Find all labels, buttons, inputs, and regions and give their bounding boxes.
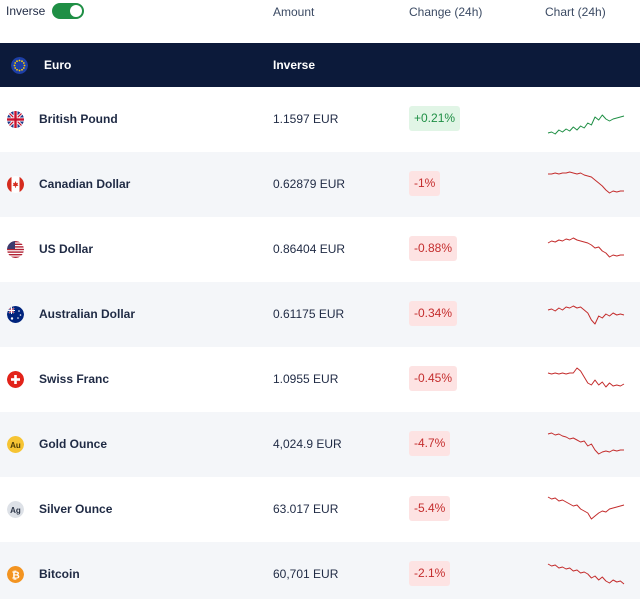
bitcoin-icon: ₿ <box>7 566 24 583</box>
change-badge: -1% <box>409 171 441 196</box>
sparkline-chart <box>546 99 626 139</box>
currency-name[interactable]: US Dollar <box>39 242 94 256</box>
base-currency-name[interactable]: Euro <box>44 58 72 72</box>
change-badge: -0.45% <box>409 366 458 391</box>
currency-row[interactable]: Ag Silver Ounce 63.017 EUR -5.4% <box>0 477 640 542</box>
currency-amount: 4,024.9 EUR <box>273 437 342 451</box>
currency-row[interactable]: ₿ Bitcoin 60,701 EUR -2.1% <box>0 542 640 599</box>
currency-list: British Pound 1.1597 EUR +0.21% Canadian Do… <box>0 87 640 599</box>
currency-name[interactable]: Swiss Franc <box>39 372 110 386</box>
currency-amount: 0.86404 EUR <box>273 242 346 256</box>
change-badge: -0.88% <box>409 236 458 261</box>
column-header-amount[interactable]: Amount <box>273 5 315 19</box>
currency-name[interactable]: Silver Ounce <box>39 502 113 516</box>
change-badge: +0.21% <box>409 106 461 131</box>
currency-row[interactable]: US Dollar 0.86404 EUR -0.88% <box>0 217 640 282</box>
currency-name[interactable]: Bitcoin <box>39 567 80 581</box>
sparkline-chart <box>546 359 626 399</box>
currency-name[interactable]: Gold Ounce <box>39 437 108 451</box>
australia-flag-icon <box>7 306 24 323</box>
currency-row[interactable]: British Pound 1.1597 EUR +0.21% <box>0 87 640 152</box>
currency-row[interactable]: Au Gold Ounce 4,024.9 EUR -4.7% <box>0 412 640 477</box>
currency-amount: 1.0955 EUR <box>273 372 339 386</box>
sparkline-line <box>547 496 625 520</box>
sparkline-chart <box>546 164 626 204</box>
sparkline-line <box>547 432 624 455</box>
sparkline-line <box>547 367 625 388</box>
currency-amount: 0.62879 EUR <box>273 177 346 191</box>
base-currency-row: Euro Inverse <box>0 43 640 87</box>
canada-flag-icon <box>7 176 24 193</box>
sparkline-line <box>547 237 624 258</box>
toggle-knob <box>70 5 83 17</box>
change-badge: -4.7% <box>409 431 451 456</box>
currency-name[interactable]: Canadian Dollar <box>39 177 131 191</box>
currency-amount: 1.1597 EUR <box>273 112 339 126</box>
uk-flag-icon <box>7 111 24 128</box>
base-inverse-label: Inverse <box>273 58 316 72</box>
sparkline-chart <box>546 294 626 334</box>
change-badge: -5.4% <box>409 496 451 521</box>
table-header-bar: Inverse Amount Change (24h) Chart (24h) <box>0 0 640 43</box>
currency-row[interactable]: Australian Dollar 0.61175 EUR -0.34% <box>0 282 640 347</box>
sparkline-chart <box>546 229 626 269</box>
gold-au-icon: Au <box>7 436 24 453</box>
sparkline-line <box>547 563 625 585</box>
currency-name[interactable]: British Pound <box>39 112 118 126</box>
sparkline-line <box>547 305 625 325</box>
currency-amount: 63.017 EUR <box>273 502 339 516</box>
sparkline-line <box>547 114 625 135</box>
column-header-change[interactable]: Change (24h) <box>409 5 483 19</box>
eu-flag-icon <box>11 57 28 74</box>
inverse-toggle[interactable] <box>52 3 85 19</box>
column-header-chart: Chart (24h) <box>545 5 606 19</box>
svg-text:Ag: Ag <box>10 506 21 515</box>
change-badge: -2.1% <box>409 561 451 586</box>
sparkline-chart <box>546 489 626 529</box>
us-flag-icon <box>7 241 24 258</box>
currency-row[interactable]: Swiss Franc 1.0955 EUR -0.45% <box>0 347 640 412</box>
currency-name[interactable]: Australian Dollar <box>39 307 136 321</box>
silver-ag-icon: Ag <box>7 501 24 518</box>
swiss-flag-icon <box>7 371 24 388</box>
currency-amount: 60,701 EUR <box>273 567 339 581</box>
svg-text:₿: ₿ <box>12 569 20 581</box>
change-badge: -0.34% <box>409 301 458 326</box>
inverse-toggle-group[interactable]: Inverse <box>6 3 85 19</box>
sparkline-chart <box>546 424 626 464</box>
currency-amount: 0.61175 EUR <box>273 307 345 321</box>
inverse-label: Inverse <box>6 4 46 18</box>
svg-text:Au: Au <box>10 441 21 450</box>
sparkline-chart <box>546 554 626 594</box>
sparkline-line <box>548 171 624 194</box>
currency-row[interactable]: Canadian Dollar 0.62879 EUR -1% <box>0 152 640 217</box>
